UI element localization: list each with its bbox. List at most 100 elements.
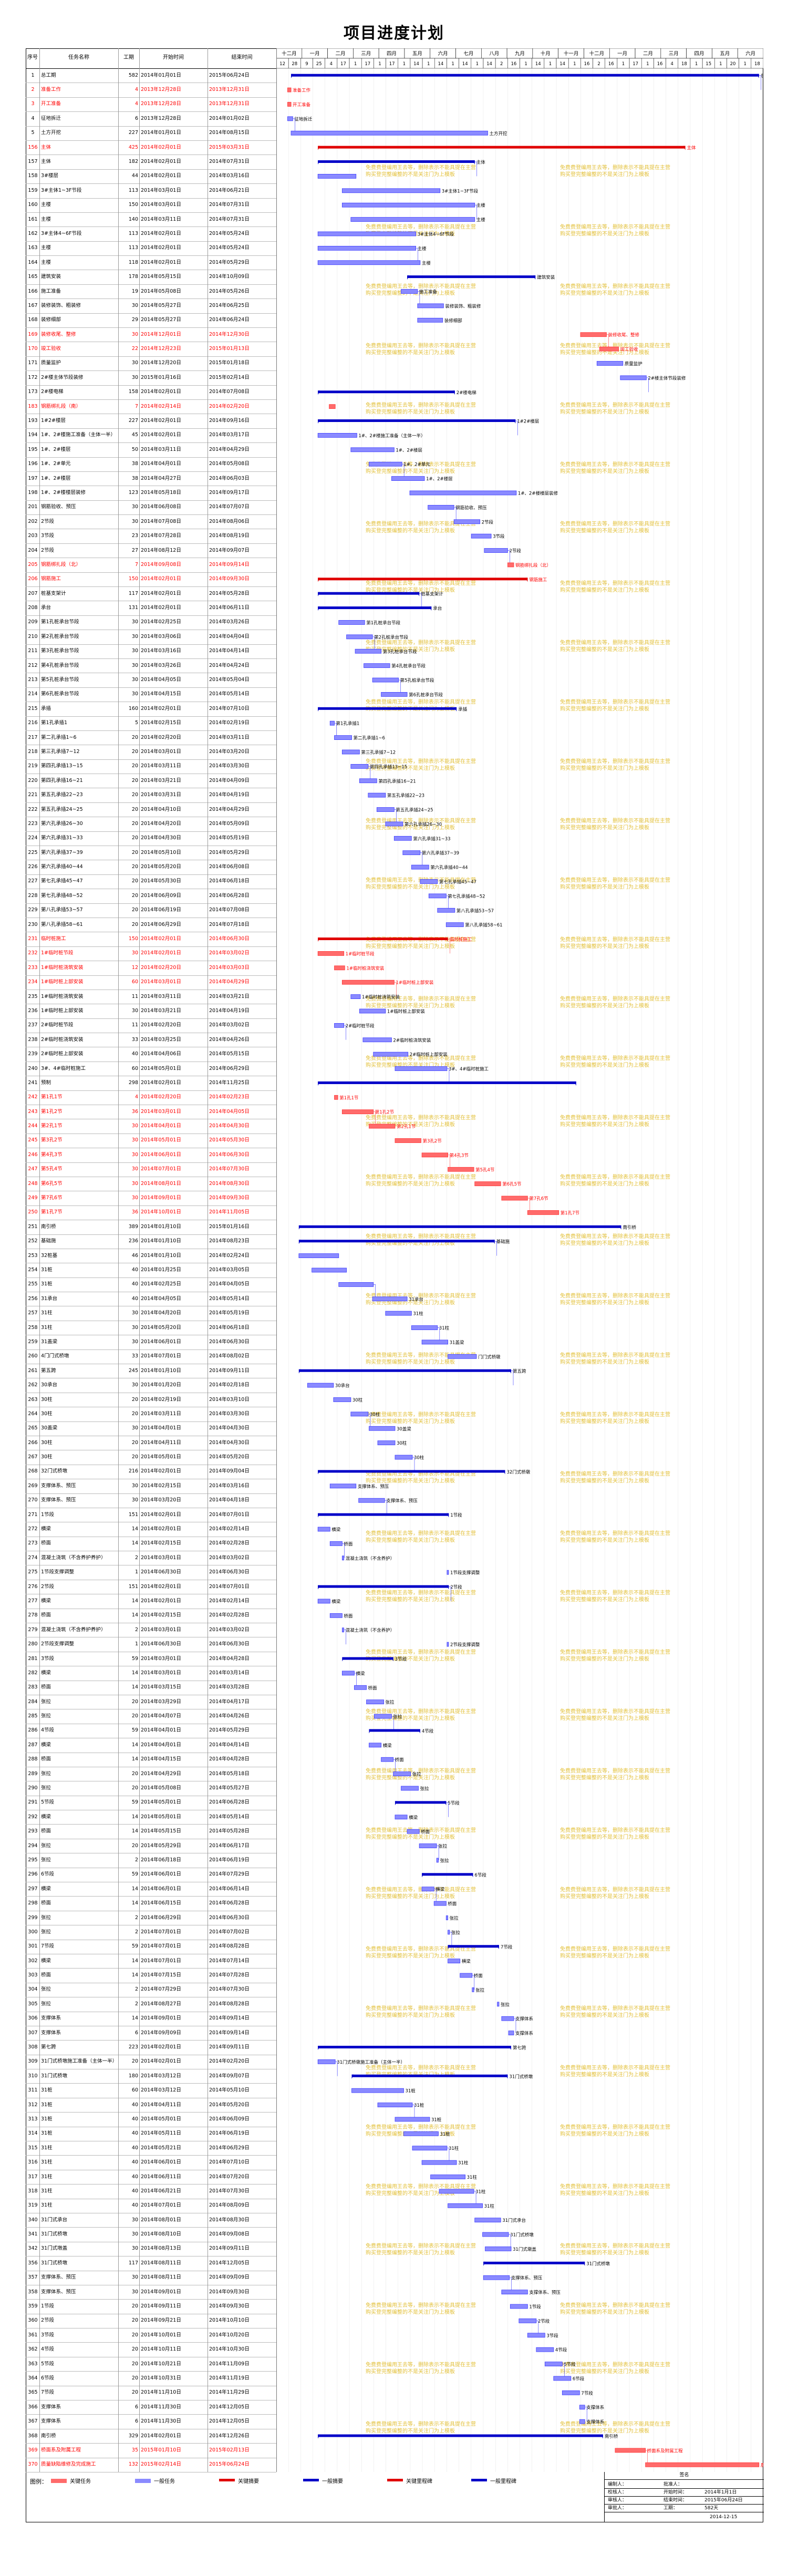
task-duration: 59 [131,1943,138,1950]
task-start: 2014年10月01日 [141,2332,181,2338]
task-name: 第八孔承插53~57 [41,907,83,913]
task-duration: 30 [131,1338,138,1345]
task-duration: 30 [131,619,138,625]
task-duration: 30 [131,518,138,524]
task-finish: 2014年02月28日 [209,1540,250,1547]
task-start: 2014年06月15日 [141,1900,181,1907]
day-label: 17 [633,61,638,67]
bar-label: 31门式承台 [502,2218,526,2223]
task-bar [580,332,607,337]
link-line [527,1198,530,1213]
bar-label: 31桩 [431,2117,442,2122]
task-finish: 2014年04月09日 [209,777,250,784]
watermark-text: 免费费登编用王去等，删除表示不能具提在主营 [366,2064,476,2071]
task-finish: 2014年05月28日 [209,590,250,596]
task-duration: 20 [131,1770,138,1777]
summary-bar [483,2261,585,2264]
summary-cap [318,1513,320,1518]
watermark-text: 购买登完整编整的不是关注门为上模板 [560,1596,649,1603]
watermark-text: 免费费登编用王去等，删除表示不能具提在主营 [560,1827,670,1833]
task-name: 3#、4#临时桩施工 [41,1065,86,1071]
task-bar [460,1973,473,1978]
task-no: 308 [28,2044,38,2051]
task-start: 2014年03月16日 [141,648,181,654]
column-divider [118,48,119,2472]
task-duration: 30 [131,1195,138,1201]
task-duration: 40 [131,1267,138,1273]
task-duration: 20 [131,1785,138,1791]
task-start: 2014年02月01日 [141,1079,181,1086]
task-bar [485,2247,512,2251]
bar-label: 31门式桥墩 [509,2074,533,2079]
task-name: 横梁 [41,1957,51,1964]
watermark-text: 免费费登编用王去等，删除表示不能具提在主营 [560,1945,670,1952]
row-divider [26,356,276,357]
bar-label: 第八孔承插53~57 [457,908,494,914]
task-finish: 2014年02月20日 [209,403,250,409]
watermark-text: 免费费登编用王去等，删除表示不能具提在主营 [366,1173,476,1180]
month-label: 八月 [489,51,499,57]
link-line [474,204,478,220]
task-finish: 2014年07月02日 [209,1929,250,1935]
task-no: 250 [28,1209,38,1215]
task-name: 装修细部 [41,317,61,323]
task-no: 289 [28,1770,38,1777]
task-duration: 30 [131,633,138,640]
task-no: 224 [28,835,38,841]
task-bar [355,648,381,654]
task-name: 6节段 [41,2375,55,2381]
signoff-divider [605,2488,764,2489]
bar-label: 张拉 [412,1771,422,1777]
task-finish: 2014年09月14日 [209,561,250,568]
task-name: 31柱 [41,2145,53,2151]
row-divider [26,1234,276,1235]
watermark-text: 免费费登编用王去等，删除表示不能具提在主营 [560,1708,670,1715]
task-bar [401,289,418,294]
task-finish: 2014年05月26日 [209,288,250,294]
link-line [391,1716,394,1731]
bar-label: 混凝土浇筑（不含养护） [346,1555,395,1561]
bar-label: 1节段支撑调整 [450,1570,480,1576]
task-start: 2014年09月08日 [141,561,181,568]
task-bar [417,303,444,308]
task-no: 161 [28,216,38,222]
task-bar [334,965,345,971]
task-name: 桥面 [41,1684,51,1691]
month-label: 十一月 [564,50,579,57]
day-label: 14 [535,61,541,67]
task-no: 248 [28,1180,38,1187]
task-no: 270 [28,1497,38,1503]
task-name: 31桩 [41,2087,53,2094]
task-start: 2014年02月01日 [141,1583,181,1590]
task-bar [377,1440,396,1446]
task-finish: 2014年07月29日 [209,1871,250,1878]
task-name: 主楼 [41,245,51,251]
task-bar [368,792,386,798]
task-bar [317,174,357,179]
task-no: 193 [28,418,38,424]
task-bar [579,2405,585,2410]
row-divider [26,2443,276,2444]
task-name: 31门式桥墩 [41,2231,68,2238]
summary-bar [318,1470,505,1473]
task-start: 2014年05月15日 [141,1828,181,1835]
link-line [437,1327,440,1342]
task-duration: 4 [134,1094,138,1100]
task-start: 2014年03月01日 [141,1626,181,1633]
task-bar [472,1987,474,1992]
task-name: 第七跨 [41,2044,56,2051]
watermark-text: 购买登完整编整的不是关注门为上模板 [366,1180,455,1187]
watermark-text: 购买登完整编整的不是关注门为上模板 [366,1833,455,1840]
row-divider [26,1205,276,1206]
watermark-text: 免费费登编用王去等，删除表示不能具提在主营 [560,758,670,765]
task-no: 286 [28,1727,38,1734]
link-line [342,1543,345,1558]
task-start: 2014年06月08日 [141,504,181,510]
bar-label: 第1孔承插1 [336,721,360,727]
watermark-text: 免费费登编用王去等，删除表示不能具提在主营 [560,2064,670,2071]
task-name: 31柱 [41,1324,53,1331]
task-start: 2014年06月18日 [141,1857,181,1863]
task-start: 2014年02月15日 [141,1612,181,1619]
signoff-cell: 开始时间： [663,2490,688,2495]
watermark-text: 购买登完整编整的不是关注门为上模板 [366,1418,455,1425]
